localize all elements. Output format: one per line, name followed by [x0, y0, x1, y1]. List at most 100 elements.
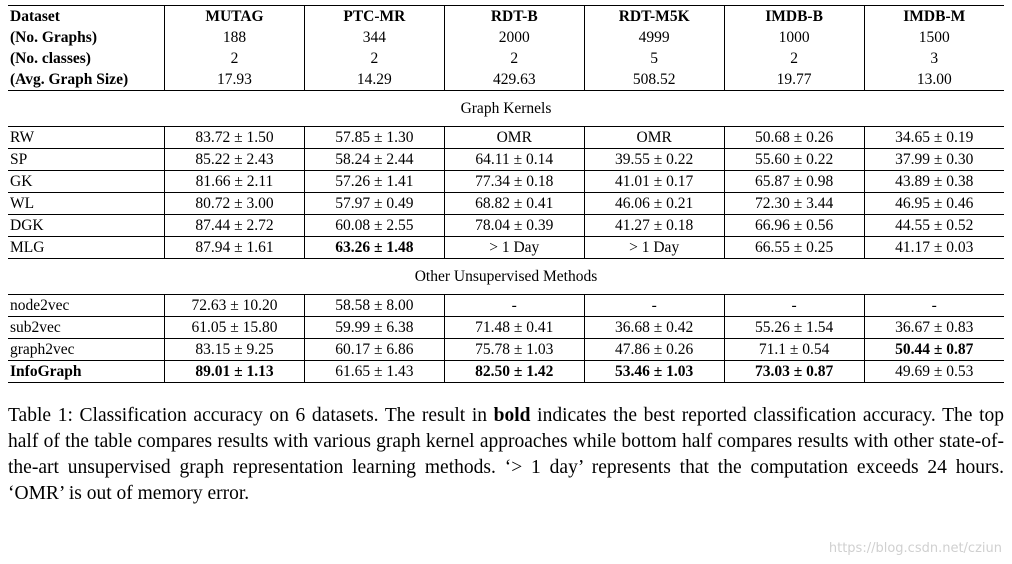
dataset-name-cell: PTC-MR	[303, 5, 445, 27]
result-value-cell: > 1 Day	[583, 236, 725, 259]
dataset-info-row: Dataset MUTAG PTC-MR RDT-B RDT-M5K IMDB-B IMDB…	[8, 5, 1004, 27]
result-value-cell: 50.68 ± 0.26	[723, 126, 865, 149]
result-value-cell: 83.15 ± 9.25	[164, 338, 305, 361]
result-value-cell: 72.30 ± 3.44	[723, 192, 865, 215]
result-value-cell: 39.55 ± 0.22	[583, 148, 725, 171]
result-value-cell: 34.65 ± 0.19	[863, 126, 1004, 149]
method-row: MLG 87.94 ± 1.61 63.26 ± 1.48 > 1 Day > 1 Da…	[8, 236, 1004, 259]
result-value-cell: 85.22 ± 2.43	[164, 148, 305, 171]
result-value-cell: 87.94 ± 1.61	[164, 236, 305, 259]
dataset-stat-cell: 2	[303, 48, 445, 69]
result-value-cell: 66.55 ± 0.25	[723, 236, 865, 259]
dataset-stat-cell: 17.93	[164, 69, 305, 91]
result-value-cell: 50.44 ± 0.87	[863, 338, 1004, 361]
dataset-stat-cell: 3	[863, 48, 1004, 69]
method-name-cell: SP	[8, 148, 165, 171]
result-value-cell: 61.05 ± 15.80	[164, 316, 305, 339]
result-value-cell: 72.63 ± 10.20	[164, 294, 305, 317]
result-value-cell: -	[443, 294, 585, 317]
dataset-stat-cell: 2	[723, 48, 865, 69]
caption-text-after-bold: indicates the best reported classificati…	[8, 405, 1004, 504]
result-value-cell: 75.78 ± 1.03	[443, 338, 585, 361]
method-name-cell: MLG	[8, 236, 165, 259]
method-row: RW 83.72 ± 1.50 57.85 ± 1.30 OMR OMR 50.68 ± …	[8, 126, 1004, 149]
dataset-stat-cell: 14.29	[303, 69, 445, 91]
result-value-cell: 82.50 ± 1.42	[443, 360, 585, 383]
result-value-cell: 68.82 ± 0.41	[443, 192, 585, 215]
result-value-cell: 53.46 ± 1.03	[583, 360, 725, 383]
method-row: DGK 87.44 ± 2.72 60.08 ± 2.55 78.04 ± 0.39 4…	[8, 214, 1004, 237]
result-value-cell: 71.48 ± 0.41	[443, 316, 585, 339]
result-value-cell: 61.65 ± 1.43	[303, 360, 445, 383]
dataset-stat-cell: 13.00	[863, 69, 1004, 91]
result-value-cell: 83.72 ± 1.50	[164, 126, 305, 149]
dataset-row-label: (Avg. Graph Size)	[10, 70, 129, 88]
result-value-cell: 77.34 ± 0.18	[443, 170, 585, 193]
section-title-other-unsupervised-methods: Other Unsupervised Methods	[414, 268, 598, 285]
dataset-name-cell: IMDB-M	[863, 5, 1004, 27]
method-row: InfoGraph 89.01 ± 1.13 61.65 ± 1.43 82.50 ±…	[8, 360, 1004, 383]
dataset-stat-cell: 4999	[583, 27, 725, 48]
method-row: SP 85.22 ± 2.43 58.24 ± 2.44 64.11 ± 0.14 39…	[8, 148, 1004, 171]
datasets-info-table: Dataset MUTAG PTC-MR RDT-B RDT-M5K IMDB-B IMDB…	[8, 5, 1004, 91]
dataset-stat-cell: 344	[303, 27, 445, 48]
result-value-cell: 41.17 ± 0.03	[863, 236, 1004, 259]
dataset-name-cell: IMDB-B	[723, 5, 865, 27]
dataset-stat-cell: 2	[443, 48, 585, 69]
graph-kernels-results-table: RW 83.72 ± 1.50 57.85 ± 1.30 OMR OMR 50.68 ± …	[8, 126, 1004, 259]
dataset-row-label: (No. classes)	[10, 49, 91, 67]
result-value-cell: 41.01 ± 0.17	[583, 170, 725, 193]
caption-text-before-bold: Table 1: Classification accuracy on 6 da…	[8, 405, 494, 426]
method-name-cell: sub2vec	[8, 316, 165, 339]
dataset-stat-cell: 5	[583, 48, 725, 69]
dataset-row-label: (No. Graphs)	[10, 28, 97, 46]
result-value-cell: OMR	[443, 126, 585, 149]
dataset-stat-cell: 429.63	[443, 69, 585, 91]
dataset-stat-cell: 2000	[443, 27, 585, 48]
method-name-cell: graph2vec	[8, 338, 165, 361]
method-name-cell: WL	[8, 192, 165, 215]
result-value-cell: -	[863, 294, 1004, 317]
result-value-cell: 46.95 ± 0.46	[863, 192, 1004, 215]
result-value-cell: 46.06 ± 0.21	[583, 192, 725, 215]
result-value-cell: 63.26 ± 1.48	[303, 236, 445, 259]
result-value-cell: 57.97 ± 0.49	[303, 192, 445, 215]
dataset-info-row: (No. classes) 2 2 2 5 2 3	[8, 48, 1004, 69]
result-value-cell: 57.85 ± 1.30	[303, 126, 445, 149]
method-name-cell: RW	[8, 126, 165, 149]
result-value-cell: 37.99 ± 0.30	[863, 148, 1004, 171]
result-value-cell: -	[723, 294, 865, 317]
result-value-cell: 64.11 ± 0.14	[443, 148, 585, 171]
dataset-stat-cell: 19.77	[723, 69, 865, 91]
result-value-cell: 58.24 ± 2.44	[303, 148, 445, 171]
dataset-info-row: (Avg. Graph Size) 17.93 14.29 429.63 508.52 1…	[8, 69, 1004, 91]
result-value-cell: 58.58 ± 8.00	[303, 294, 445, 317]
dataset-name-cell: RDT-B	[443, 5, 585, 27]
method-name-cell: DGK	[8, 214, 165, 237]
result-value-cell: 87.44 ± 2.72	[164, 214, 305, 237]
result-value-cell: 55.60 ± 0.22	[723, 148, 865, 171]
result-value-cell: 36.68 ± 0.42	[583, 316, 725, 339]
watermark: https://blog.csdn.net/cziun	[828, 541, 1002, 556]
dataset-name-cell: MUTAG	[164, 5, 305, 27]
result-value-cell: 73.03 ± 0.87	[723, 360, 865, 383]
unsupervised-methods-results-table: node2vec 72.63 ± 10.20 58.58 ± 8.00- - - - sub…	[8, 294, 1004, 383]
result-value-cell: > 1 Day	[443, 236, 585, 259]
result-value-cell: 65.87 ± 0.98	[723, 170, 865, 193]
dataset-name-cell: RDT-M5K	[583, 5, 725, 27]
method-row: GK 81.66 ± 2.11 57.26 ± 1.41 77.34 ± 0.18 41…	[8, 170, 1004, 193]
result-value-cell: 47.86 ± 0.26	[583, 338, 725, 361]
result-value-cell: 78.04 ± 0.39	[443, 214, 585, 237]
result-value-cell: 60.17 ± 6.86	[303, 338, 445, 361]
result-value-cell: OMR	[583, 126, 725, 149]
result-value-cell: 89.01 ± 1.13	[164, 360, 305, 383]
result-value-cell: 60.08 ± 2.55	[303, 214, 445, 237]
result-value-cell: 81.66 ± 2.11	[164, 170, 305, 193]
method-name-cell: node2vec	[8, 294, 165, 317]
result-value-cell: 55.26 ± 1.54	[723, 316, 865, 339]
result-value-cell: 71.1 ± 0.54	[723, 338, 865, 361]
result-value-cell: 43.89 ± 0.38	[863, 170, 1004, 193]
result-value-cell: 36.67 ± 0.83	[863, 316, 1004, 339]
dataset-stat-cell: 1500	[863, 27, 1004, 48]
result-value-cell: 49.69 ± 0.53	[863, 360, 1004, 383]
